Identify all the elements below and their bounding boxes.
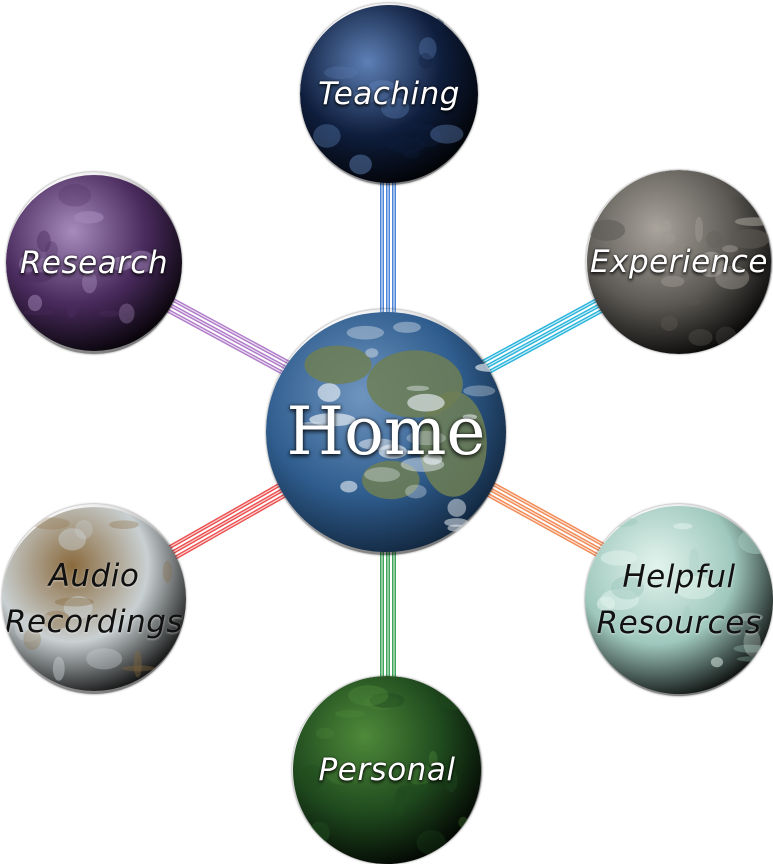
planet-experience-label: Experience (586, 170, 772, 354)
planet-personal-label-line: Personal (318, 752, 456, 788)
planet-personal-label: Personal (292, 676, 482, 864)
planet-audio-recordings-label: Audio Recordings (2, 504, 186, 694)
planet-teaching-label: Teaching (300, 3, 478, 185)
planet-experience-label-line: Experience (590, 244, 768, 280)
planet-helpful-resources-label: Helpful Resources (585, 504, 773, 696)
connector-personal (380, 548, 396, 684)
experience-planet-icon (587, 170, 772, 354)
planet-home-label: Home (266, 309, 506, 555)
earth-planet-icon (266, 312, 506, 552)
planet-audio-label-line-2: Recordings (4, 604, 184, 640)
planet-teaching-label-line: Teaching (318, 76, 460, 112)
connector-experience (480, 297, 604, 376)
planet-audio-recordings-link[interactable]: Audio Recordings (2, 504, 186, 694)
connector-audio (164, 481, 290, 562)
planet-personal-link[interactable]: Personal (292, 676, 482, 864)
connector-research (166, 297, 294, 378)
planet-audio-label-line-1: Audio (48, 558, 140, 594)
planet-research-label-line: Research (19, 245, 169, 281)
connector-teaching (380, 180, 396, 318)
planet-helpful-label-line-1: Helpful (622, 559, 736, 595)
planet-experience-link[interactable]: Experience (586, 170, 772, 354)
planet-research-label: Research (6, 172, 182, 354)
planet-research-link[interactable]: Research (6, 172, 182, 354)
personal-planet-icon (293, 676, 481, 864)
research-planet-icon (6, 175, 182, 351)
teaching-planet-icon (300, 5, 478, 183)
planet-helpful-label-line-2: Resources (596, 605, 762, 641)
planet-home-link[interactable]: Home (266, 309, 506, 555)
audio-recordings-planet-icon (2, 507, 186, 691)
planet-helpful-resources-link[interactable]: Helpful Resources (585, 504, 773, 696)
connector-helpful (484, 480, 610, 561)
helpful-resources-planet-icon (585, 506, 773, 694)
planet-teaching-link[interactable]: Teaching (300, 3, 478, 185)
planet-home-label-text: Home (286, 393, 486, 470)
